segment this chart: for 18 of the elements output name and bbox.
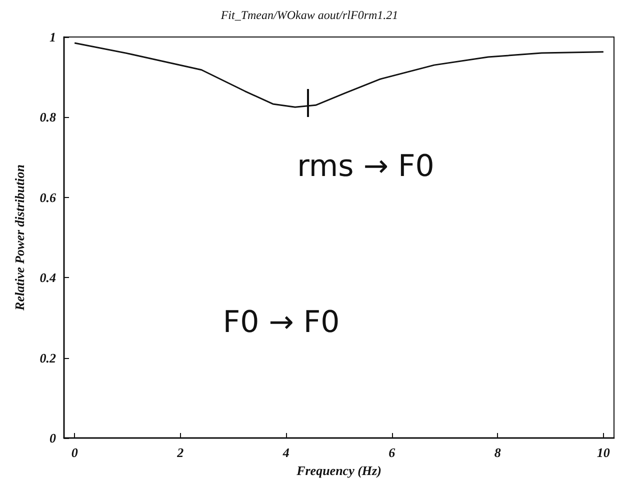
x-tick-label: 6 [388,445,396,460]
annotation: rms → F0 [297,148,434,184]
x-tick-label: 0 [71,445,78,460]
y-tick-label: 0.4 [40,270,56,286]
x-tick-label: 10 [596,445,610,460]
x-tick-label: 4 [282,445,290,460]
y-axis-title: Relative Power distribution [12,164,27,312]
x-tick-label: 2 [176,445,184,460]
y-tick-label: 0.8 [40,110,56,125]
y-tick-label: 0 [50,430,56,446]
chart-title: Fit_Tmean/WOkaw aout/rlF0rm1.21 [220,8,398,22]
y-tick-label: 1 [50,30,56,44]
annotation: F0 → F0 [222,304,340,340]
x-axis-title: Frequency (Hz) [296,462,382,478]
x-tick-label: 8 [494,445,502,460]
line-series [74,42,604,108]
y-tick-label: 0.2 [40,350,56,366]
y-tick-label: 0.6 [40,190,56,205]
